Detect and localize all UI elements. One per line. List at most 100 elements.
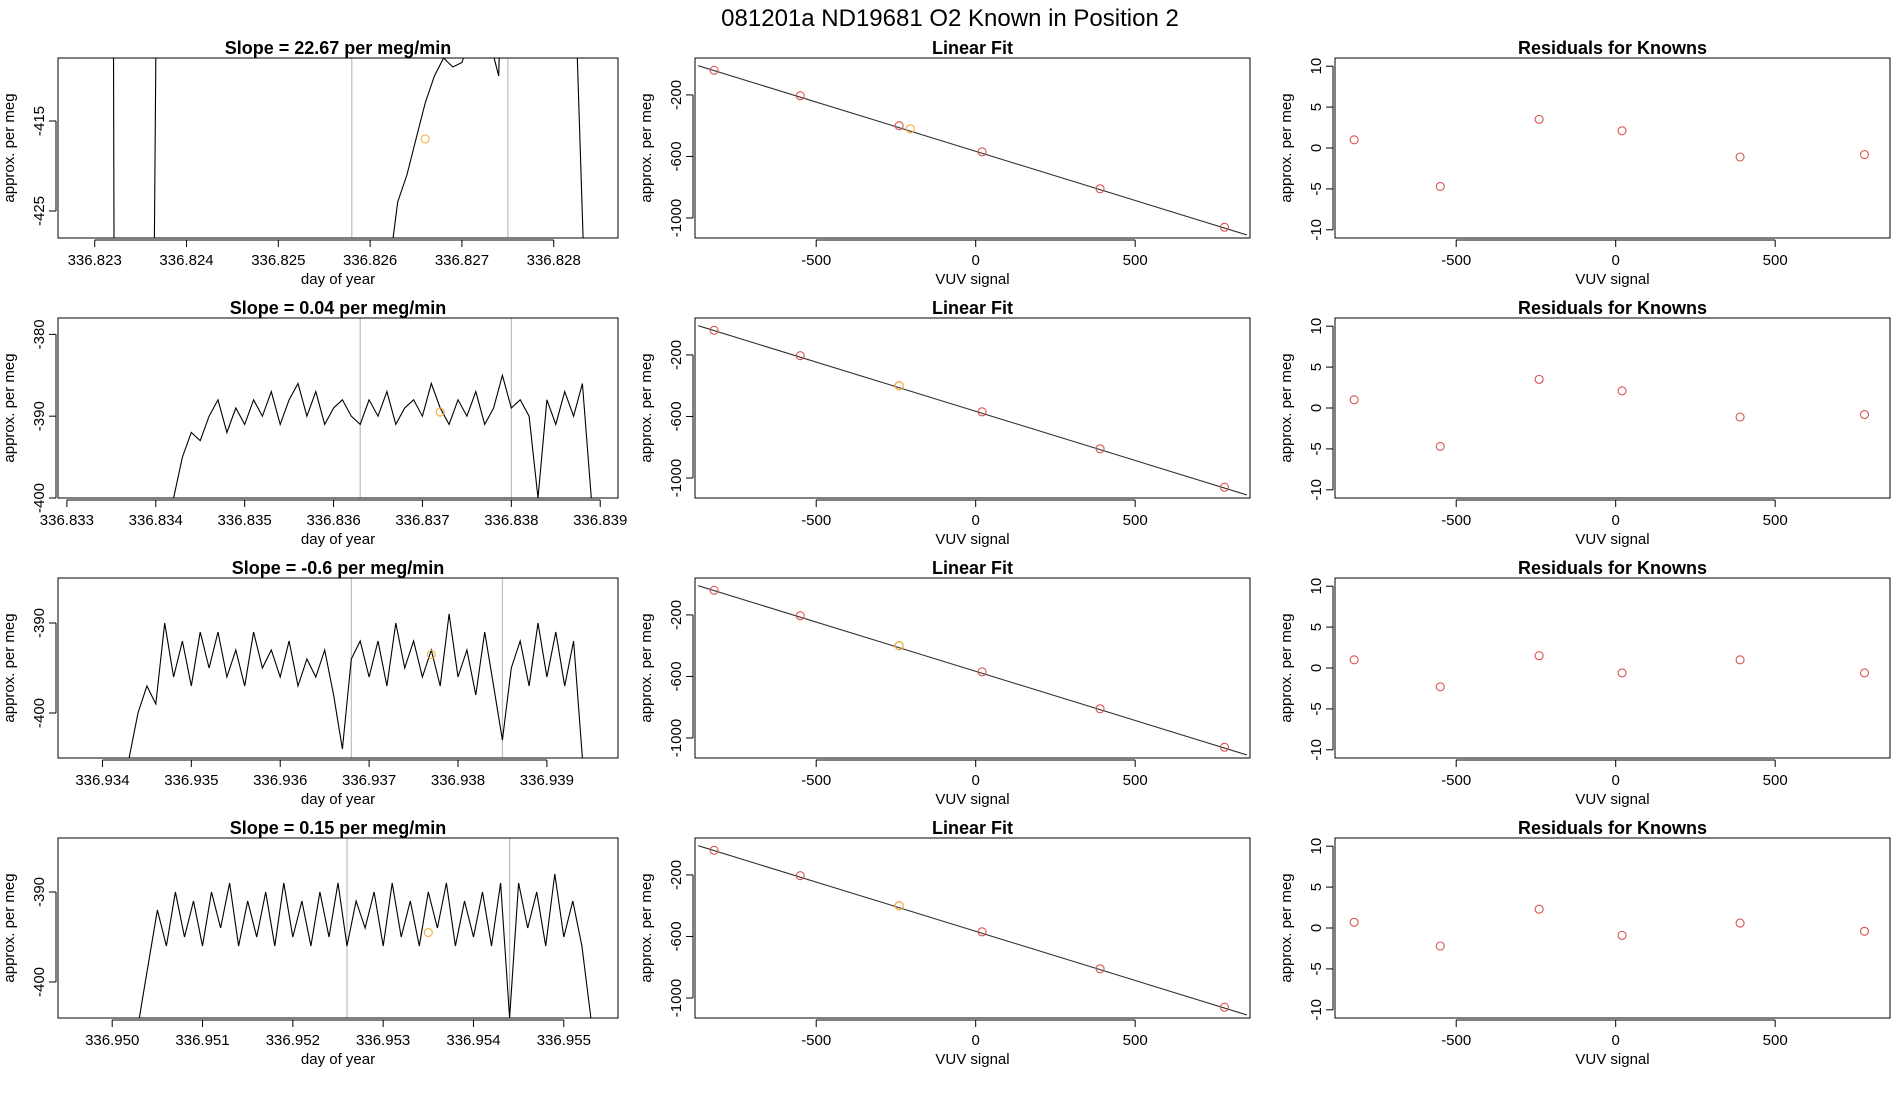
y-tick-label: 10 bbox=[1308, 578, 1325, 595]
data-point bbox=[1534, 651, 1544, 661]
data-point bbox=[977, 927, 987, 937]
x-tick-label: 336.827 bbox=[435, 252, 489, 269]
x-axis-label: VUV signal bbox=[935, 1051, 1009, 1068]
x-tick-label: -500 bbox=[1441, 772, 1471, 789]
y-tick-label: -390 bbox=[31, 401, 48, 431]
x-tick-label: 500 bbox=[1123, 772, 1148, 789]
y-tick-label: 5 bbox=[1308, 103, 1325, 111]
current-point bbox=[894, 641, 904, 651]
y-tick-label: -1000 bbox=[668, 719, 685, 757]
current-point bbox=[894, 901, 904, 911]
y-tick-label: -1000 bbox=[668, 979, 685, 1017]
y-axis-label: approx. per meg bbox=[1, 93, 18, 202]
x-tick-label: 336.953 bbox=[356, 1032, 410, 1049]
y-tick-label: -380 bbox=[31, 319, 48, 349]
plot-frame bbox=[57, 837, 619, 1019]
data-point bbox=[977, 667, 987, 677]
mean-marker bbox=[435, 407, 445, 417]
plot-frame bbox=[57, 57, 619, 239]
chart-title: Slope = 0.04 per meg/min bbox=[230, 298, 447, 318]
x-tick-label: -500 bbox=[1441, 252, 1471, 269]
plot-frame bbox=[1334, 837, 1891, 1019]
x-axis-label: day of year bbox=[301, 1051, 375, 1068]
fit-line bbox=[698, 65, 1247, 236]
x-tick-label: 336.835 bbox=[218, 512, 272, 529]
x-tick-label: 0 bbox=[1612, 1032, 1620, 1049]
y-tick-label: 5 bbox=[1308, 883, 1325, 891]
x-axis-label: VUV signal bbox=[935, 791, 1009, 808]
plot-frame bbox=[1334, 317, 1891, 499]
chart-title: Residuals for Knowns bbox=[1518, 558, 1707, 578]
data-point bbox=[1095, 964, 1105, 974]
mean-marker bbox=[423, 927, 433, 938]
residuals-panel-1: -500 0 500 10 5 0 -5 -10 Residuals for Knowns VUV… bbox=[1278, 38, 1891, 288]
x-tick-label: 336.823 bbox=[68, 252, 122, 269]
data-point bbox=[1859, 409, 1870, 420]
x-tick-label: 336.955 bbox=[537, 1032, 591, 1049]
y-axis-label: approx. per meg bbox=[638, 873, 655, 982]
data-point bbox=[1617, 930, 1627, 940]
x-tick-label: 336.838 bbox=[484, 512, 538, 529]
y-axis-label: approx. per meg bbox=[1, 353, 18, 462]
y-tick-label: -600 bbox=[668, 661, 685, 691]
data-point bbox=[1349, 395, 1359, 405]
data-point bbox=[1435, 682, 1445, 692]
y-axis-label: approx. per meg bbox=[1, 873, 18, 982]
data-point bbox=[1219, 222, 1230, 232]
plot-frame bbox=[694, 57, 1251, 239]
fit-line bbox=[698, 325, 1247, 496]
x-tick-label: 336.937 bbox=[342, 772, 396, 789]
x-tick-label: 336.950 bbox=[85, 1032, 139, 1049]
x-axis-label: VUV signal bbox=[1575, 531, 1649, 548]
data-point bbox=[1095, 704, 1105, 714]
y-tick-label: 5 bbox=[1308, 363, 1325, 371]
x-tick-label: 336.952 bbox=[266, 1032, 320, 1049]
plot-frame bbox=[1334, 577, 1891, 759]
data-point bbox=[1219, 1002, 1230, 1012]
y-tick-label: 0 bbox=[1308, 144, 1325, 152]
data-point bbox=[795, 91, 805, 101]
data-point bbox=[1435, 941, 1445, 951]
plot-frame bbox=[694, 317, 1251, 499]
data-point bbox=[1095, 184, 1105, 194]
data-point bbox=[1617, 668, 1627, 678]
y-axis-label: approx. per meg bbox=[1, 613, 18, 722]
y-tick-label: 5 bbox=[1308, 623, 1325, 631]
data-point bbox=[1435, 441, 1445, 452]
x-tick-label: 0 bbox=[1612, 772, 1620, 789]
x-tick-label: 336.836 bbox=[306, 512, 360, 529]
data-point bbox=[1735, 412, 1745, 422]
x-axis-label: day of year bbox=[301, 271, 375, 288]
series-line bbox=[493, 58, 500, 77]
y-tick-label: -600 bbox=[668, 401, 685, 431]
chart-title: Linear Fit bbox=[932, 558, 1013, 578]
data-point bbox=[1859, 668, 1870, 678]
mean-marker bbox=[420, 134, 430, 144]
data-point bbox=[977, 407, 987, 417]
x-tick-label: 500 bbox=[1763, 252, 1788, 269]
data-point bbox=[795, 351, 805, 361]
y-tick-label: -425 bbox=[31, 196, 48, 226]
y-tick-label: -200 bbox=[668, 600, 685, 630]
x-tick-label: 336.837 bbox=[395, 512, 449, 529]
chart-title: Linear Fit bbox=[932, 298, 1013, 318]
y-tick-label: -400 bbox=[31, 698, 48, 728]
chart-title: Linear Fit bbox=[932, 818, 1013, 838]
data-point bbox=[1735, 152, 1745, 162]
plot-frame bbox=[694, 577, 1251, 759]
y-tick-label: -400 bbox=[31, 967, 48, 997]
x-tick-label: 336.834 bbox=[129, 512, 183, 529]
data-point bbox=[1534, 374, 1544, 384]
x-axis-label: VUV signal bbox=[1575, 1051, 1649, 1068]
data-point bbox=[1617, 386, 1627, 396]
timeseries-panel-2: 336.833 336.834 336.835 336.836 336.837 336.8… bbox=[1, 298, 627, 548]
y-tick-label: 0 bbox=[1308, 404, 1325, 412]
y-axis-label: approx. per meg bbox=[638, 613, 655, 722]
chart-title: Linear Fit bbox=[932, 38, 1013, 58]
y-tick-label: -600 bbox=[668, 141, 685, 171]
x-tick-label: 0 bbox=[972, 252, 980, 269]
series-line bbox=[576, 58, 584, 238]
x-tick-label: 500 bbox=[1123, 512, 1148, 529]
residuals-panel-4: -500 0 500 10 5 0 -5 -10 Residuals for Knowns VUV… bbox=[1278, 818, 1891, 1068]
x-tick-label: -500 bbox=[1441, 1032, 1471, 1049]
